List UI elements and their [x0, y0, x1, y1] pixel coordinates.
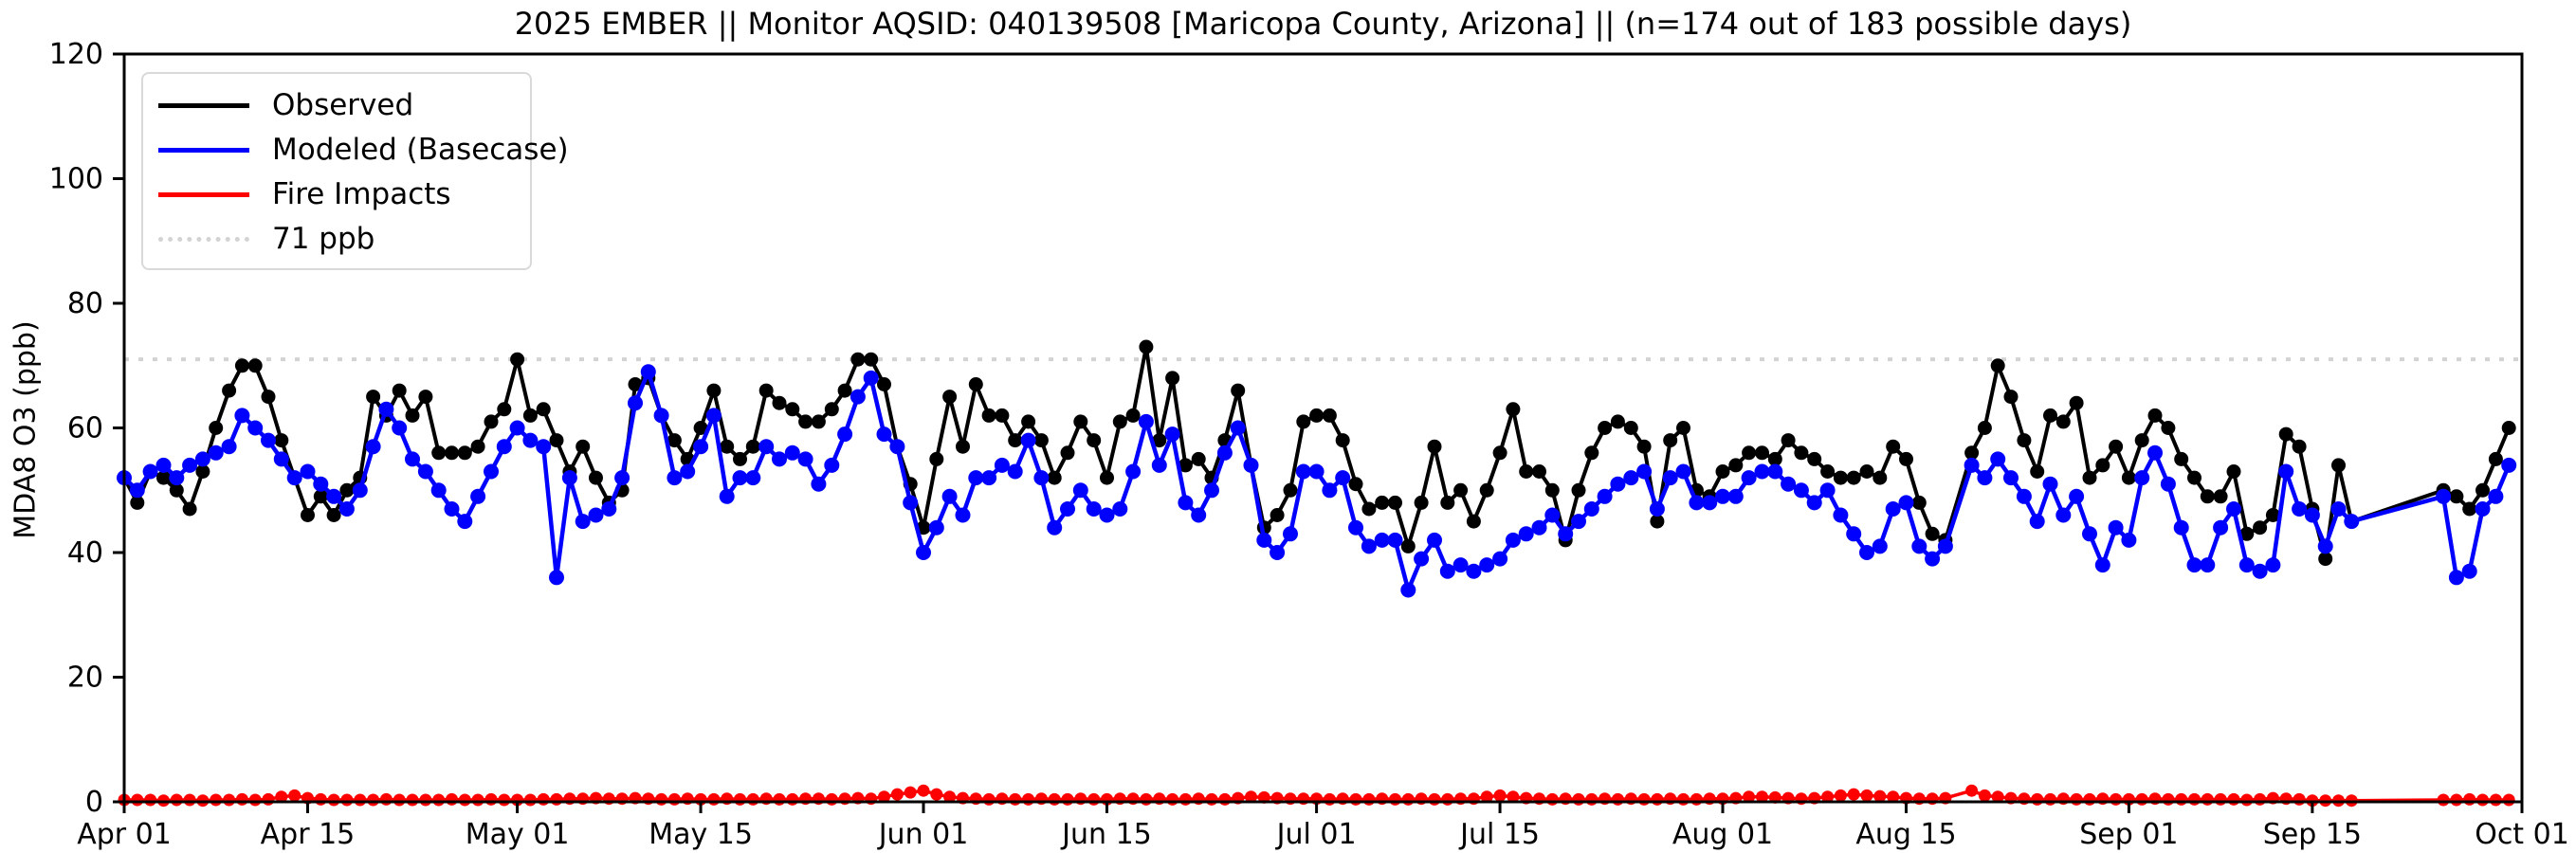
- chart-title: 2025 EMBER || Monitor AQSID: 040139508 […: [514, 6, 2132, 42]
- x-tick-label: Oct 01: [2475, 818, 2569, 851]
- x-tick-label: Apr 01: [77, 818, 172, 851]
- legend-item-fire: Fire Impacts: [158, 176, 513, 212]
- threshold-line-sample-icon: [158, 236, 249, 242]
- legend-item-observed: Observed: [158, 87, 513, 123]
- y-tick-label: 120: [49, 38, 103, 71]
- x-tick-label: Jun 01: [877, 818, 969, 851]
- y-tick-label: 100: [49, 163, 103, 196]
- y-tick-label: 20: [67, 662, 103, 695]
- x-tick-label: Jul 15: [1458, 818, 1540, 851]
- legend-label-observed: Observed: [272, 88, 414, 122]
- fire-line-sample-icon: [158, 191, 249, 197]
- legend: Observed Modeled (Basecase) Fire Impacts…: [141, 72, 569, 270]
- modeled-series: [117, 364, 2517, 598]
- legend-item-threshold: 71 ppb: [158, 221, 513, 257]
- y-tick-label: 80: [67, 287, 103, 320]
- legend-label-threshold: 71 ppb: [272, 222, 375, 256]
- observed-line-sample-icon: [158, 102, 249, 108]
- x-axis: Apr 01 Apr 15 May 01 May 15 Jun 01 Jun 15 Jul …: [77, 802, 2569, 851]
- legend-item-modeled: Modeled (Basecase): [158, 132, 569, 168]
- x-tick-label: Apr 15: [261, 818, 356, 851]
- y-axis: 0 20 40 60 80 100 120: [49, 38, 124, 819]
- legend-label-fire: Fire Impacts: [272, 177, 451, 211]
- x-tick-label: Aug 15: [1855, 818, 1956, 851]
- y-tick-label: 40: [67, 536, 103, 570]
- x-tick-label: Aug 01: [1672, 818, 1773, 851]
- legend-label-modeled: Modeled (Basecase): [272, 133, 569, 167]
- y-tick-label: 0: [85, 786, 103, 819]
- x-tick-label: Sep 01: [2079, 818, 2178, 851]
- x-tick-label: May 01: [466, 818, 570, 851]
- modeled-line-sample-icon: [158, 147, 249, 153]
- x-tick-label: Jun 15: [1060, 818, 1152, 851]
- x-tick-label: May 15: [649, 818, 753, 851]
- x-tick-label: Jul 01: [1275, 818, 1357, 851]
- x-tick-label: Sep 15: [2263, 818, 2362, 851]
- y-tick-label: 60: [67, 412, 103, 445]
